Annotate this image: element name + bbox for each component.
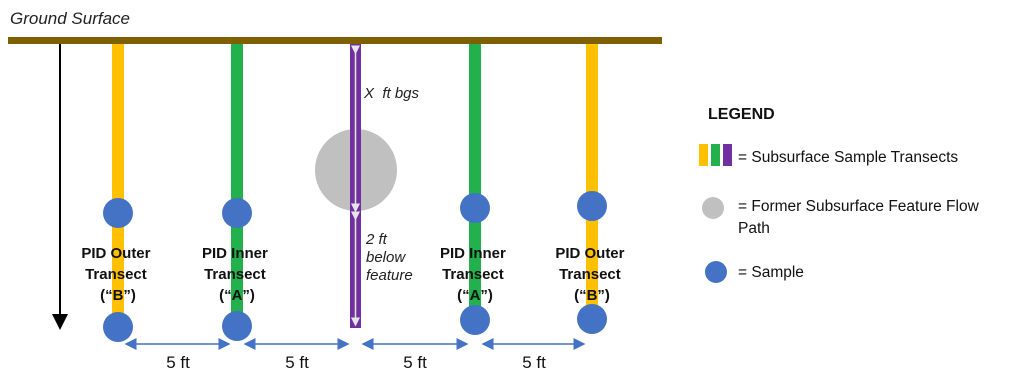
below-feature-label-line-3: feature [366,267,413,284]
legend-transects-label: = Subsurface Sample Transects [738,149,958,166]
sample-marker [103,312,133,342]
below-feature-label-line-1: 2 ft [365,231,388,248]
legend: LEGEND = Subsurface Sample Transects = F… [699,106,983,283]
transect-label-outer-right: PID Outer Transect (“B”) [555,245,628,304]
transect-line-outer-right [586,44,598,330]
ground-surface-line [8,37,662,44]
transect-label-outer-left: PID Outer Transect (“B”) [81,245,154,304]
transect-label-inner-right: PID Inner Transect (“A”) [440,245,510,304]
sample-marker [222,198,252,228]
spacing-label: 5 ft [403,353,427,372]
sample-marker [103,198,133,228]
legend-title: LEGEND [708,106,775,123]
legend-swatch-outer [699,144,708,166]
legend-swatch-center [723,144,732,166]
ground-surface-label: Ground Surface [10,9,130,28]
depth-label: X ft bgs [363,85,420,102]
legend-swatch-inner [711,144,720,166]
spacing-label: 5 ft [522,353,546,372]
legend-sample-label: = Sample [738,264,804,281]
sample-marker [222,311,252,341]
legend-sample-swatch [705,261,727,283]
legend-feature-label: = Former Subsurface Feature Flow Path [738,198,983,237]
sample-marker [577,191,607,221]
sample-marker [460,193,490,223]
sample-marker [577,304,607,334]
below-feature-label: 2 ft below feature [365,231,413,284]
transect-line-outer-left [112,44,124,330]
spacing-label: 5 ft [285,353,309,372]
below-feature-label-line-2: below [366,249,406,266]
transect-line-inner-left [231,44,243,330]
spacing-label: 5 ft [166,353,190,372]
legend-feature-swatch [702,197,724,219]
transect-line-inner-right [469,44,481,330]
transect-label-inner-left: PID Inner Transect (“A”) [202,245,272,304]
sample-marker [460,305,490,335]
